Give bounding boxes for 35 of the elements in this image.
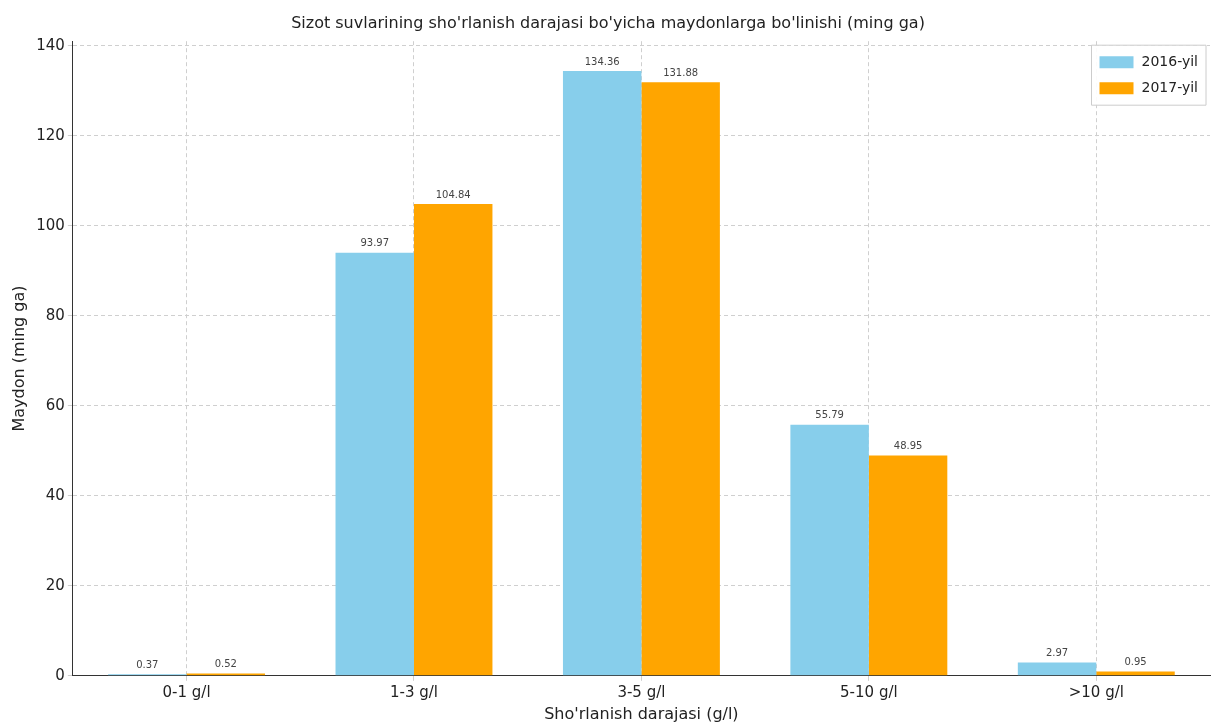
x-tick-label: 5-10 g/l: [840, 682, 898, 701]
x-axis-title: Sho'rlanish darajasi (g/l): [544, 703, 739, 723]
data-label: 134.36: [584, 55, 620, 67]
y-tick-label: 60: [45, 395, 65, 414]
y-axis-title: Maydon (ming ga): [8, 285, 28, 432]
y-tick-label: 40: [45, 485, 65, 504]
data-label: 0.37: [136, 658, 159, 670]
data-label: 93.97: [360, 237, 390, 249]
legend-label: 2016-yil: [1141, 52, 1198, 69]
y-tick-label: 120: [36, 125, 65, 144]
legend-label: 2017-yil: [1141, 78, 1198, 95]
x-tick-label: 0-1 g/l: [162, 682, 211, 701]
bar: [335, 252, 414, 676]
data-label: 131.88: [663, 66, 699, 78]
y-tick-label: 80: [45, 305, 65, 324]
chart-title: Sizot suvlarining sho'rlanish darajasi bo'yicha maydonlarga bo'linishi (ming ga): [291, 12, 925, 32]
y-tick-label: 140: [36, 35, 65, 54]
bar: [641, 82, 720, 676]
y-tick-label: 20: [45, 575, 65, 594]
data-label: 0.52: [214, 658, 237, 670]
bar: [790, 424, 869, 676]
bar: [868, 455, 948, 676]
y-tick-label: 100: [36, 215, 65, 234]
data-label: 104.84: [435, 188, 471, 200]
x-tick-label: >10 g/l: [1068, 682, 1124, 701]
bar: [1017, 662, 1097, 676]
x-tick-label: 3-5 g/l: [617, 682, 666, 701]
x-tick-label: 1-3 g/l: [389, 682, 438, 701]
data-label: 55.79: [815, 409, 844, 421]
y-tick-label: 0: [55, 665, 65, 684]
data-label: 2.97: [1045, 647, 1069, 659]
data-label: 48.95: [893, 440, 923, 452]
bar: [562, 71, 642, 676]
bar: [413, 203, 493, 676]
data-label: 0.95: [1124, 656, 1147, 668]
